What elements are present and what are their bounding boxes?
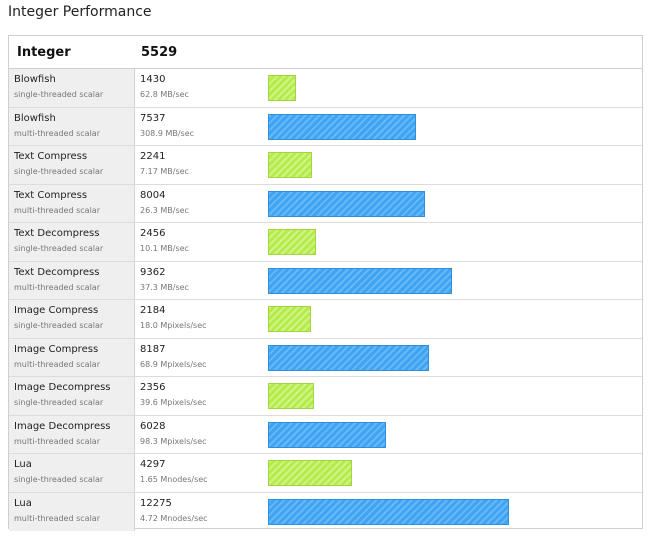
- benchmark-name: Image Compress: [14, 343, 99, 355]
- multi-threaded-bar: [268, 498, 509, 525]
- benchmark-mode: multi-threaded scalar: [14, 205, 100, 215]
- benchmark-score: 2184: [140, 305, 166, 316]
- benchmark-rate: 26.3 MB/sec: [140, 205, 189, 215]
- benchmark-rate: 7.17 MB/sec: [140, 167, 189, 176]
- benchmark-name: Text Compress: [14, 151, 88, 162]
- benchmark-rate: 98.3 Mpixels/sec: [140, 436, 207, 446]
- single-threaded-bar: [268, 152, 312, 178]
- page-title: Integer Performance: [8, 4, 152, 20]
- table-header: Integer 5529: [9, 36, 642, 69]
- benchmark-name: Blowfish: [14, 112, 56, 124]
- benchmark-score: 12275: [140, 497, 172, 509]
- benchmark-name-cell: Text Compress single-threaded scalar: [9, 146, 135, 184]
- benchmark-score: 2241: [140, 151, 166, 162]
- benchmark-mode: multi-threaded scalar: [14, 436, 100, 446]
- benchmark-rate: 37.3 MB/sec: [140, 282, 189, 292]
- single-threaded-bar: [268, 460, 352, 486]
- benchmark-score: 6028: [140, 420, 166, 432]
- table-row: Lua multi-threaded scalar 12275 4.72 Mnodes…: [9, 492, 642, 531]
- table-row: Text Decompress multi-threaded scalar 9362…: [9, 261, 642, 300]
- section-label: Integer: [17, 45, 71, 60]
- section-score: 5529: [141, 45, 178, 60]
- benchmark-name-cell: Text Decompress multi-threaded scalar: [9, 261, 135, 299]
- benchmark-score: 2356: [140, 382, 166, 393]
- single-threaded-bar: [268, 75, 296, 101]
- benchmark-name: Lua: [14, 497, 32, 509]
- benchmark-score: 7537: [140, 112, 166, 124]
- benchmark-score: 8187: [140, 343, 166, 355]
- benchmark-rate: 4.72 Mnodes/sec: [140, 513, 208, 523]
- table-row: Image Compress multi-threaded scalar 8187 6…: [9, 338, 642, 377]
- multi-threaded-bar: [268, 190, 425, 217]
- table-row: Blowfish multi-threaded scalar 7537 308.9 M…: [9, 107, 642, 146]
- benchmark-rate: 1.65 Mnodes/sec: [140, 475, 208, 484]
- benchmark-rate: 18.0 Mpixels/sec: [140, 321, 207, 330]
- benchmark-rows: Blowfish single-threaded scalar 1430 62.8 M…: [9, 69, 642, 531]
- multi-threaded-bar: [268, 344, 429, 371]
- benchmark-name-cell: Image Decompress multi-threaded scalar: [9, 415, 135, 453]
- benchmark-mode: multi-threaded scalar: [14, 128, 100, 138]
- benchmark-mode: single-threaded scalar: [14, 321, 104, 330]
- table-row: Image Decompress single-threaded scalar 23…: [9, 377, 642, 416]
- table-row: Text Compress multi-threaded scalar 8004 26…: [9, 184, 642, 223]
- benchmark-rate: 68.9 Mpixels/sec: [140, 359, 207, 369]
- benchmark-mode: single-threaded scalar: [14, 90, 104, 99]
- table-row: Blowfish single-threaded scalar 1430 62.8 M…: [9, 69, 642, 108]
- benchmark-mode: single-threaded scalar: [14, 167, 104, 176]
- table-row: Lua single-threaded scalar 4297 1.65 Mnodes…: [9, 454, 642, 493]
- benchmark-name-cell: Lua multi-threaded scalar: [9, 492, 135, 531]
- benchmark-name-cell: Blowfish multi-threaded scalar: [9, 107, 135, 145]
- benchmark-name: Text Decompress: [14, 266, 100, 278]
- benchmark-table: Integer 5529 Blowfish single-threaded sca…: [8, 35, 643, 531]
- multi-threaded-bar: [268, 267, 452, 294]
- benchmark-name-cell: Text Compress multi-threaded scalar: [9, 184, 135, 222]
- benchmark-rate: 308.9 MB/sec: [140, 128, 195, 138]
- multi-threaded-bar: [268, 113, 416, 140]
- benchmark-name-cell: Image Compress single-threaded scalar: [9, 300, 135, 338]
- benchmark-name-cell: Blowfish single-threaded scalar: [9, 69, 135, 107]
- benchmark-score: 1430: [140, 74, 166, 85]
- single-threaded-bar: [268, 306, 311, 332]
- benchmark-rate: 62.8 MB/sec: [140, 90, 189, 99]
- table-row: Image Compress single-threaded scalar 2184…: [9, 300, 642, 339]
- benchmark-score: 4297: [140, 459, 166, 470]
- benchmark-mode: multi-threaded scalar: [14, 359, 100, 369]
- benchmark-name: Image Decompress: [14, 382, 111, 393]
- benchmark-name: Lua: [14, 459, 32, 470]
- benchmark-score: 8004: [140, 189, 166, 201]
- multi-threaded-bar: [268, 421, 386, 448]
- benchmark-mode: multi-threaded scalar: [14, 513, 100, 523]
- table-row: Image Decompress multi-threaded scalar 602…: [9, 415, 642, 454]
- benchmark-mode: single-threaded scalar: [14, 244, 104, 253]
- benchmark-name-cell: Lua single-threaded scalar: [9, 454, 135, 492]
- benchmark-name: Blowfish: [14, 74, 56, 85]
- benchmark-name: Image Decompress: [14, 420, 111, 432]
- table-row: Text Decompress single-threaded scalar 245…: [9, 223, 642, 262]
- benchmark-score: 9362: [140, 266, 166, 278]
- benchmark-rate: 39.6 Mpixels/sec: [140, 398, 207, 407]
- benchmark-mode: multi-threaded scalar: [14, 282, 100, 292]
- benchmark-mode: single-threaded scalar: [14, 475, 104, 484]
- single-threaded-bar: [268, 229, 316, 255]
- benchmark-name: Text Decompress: [14, 228, 100, 239]
- benchmark-name-cell: Text Decompress single-threaded scalar: [9, 223, 135, 261]
- benchmark-name: Text Compress: [14, 189, 88, 201]
- benchmark-name-cell: Image Compress multi-threaded scalar: [9, 338, 135, 376]
- single-threaded-bar: [268, 383, 314, 409]
- benchmark-score: 2456: [140, 228, 166, 239]
- benchmark-name-cell: Image Decompress single-threaded scalar: [9, 377, 135, 415]
- benchmark-name: Image Compress: [14, 305, 99, 316]
- benchmark-mode: single-threaded scalar: [14, 398, 104, 407]
- benchmark-rate: 10.1 MB/sec: [140, 244, 189, 253]
- table-row: Text Compress single-threaded scalar 2241 7…: [9, 146, 642, 185]
